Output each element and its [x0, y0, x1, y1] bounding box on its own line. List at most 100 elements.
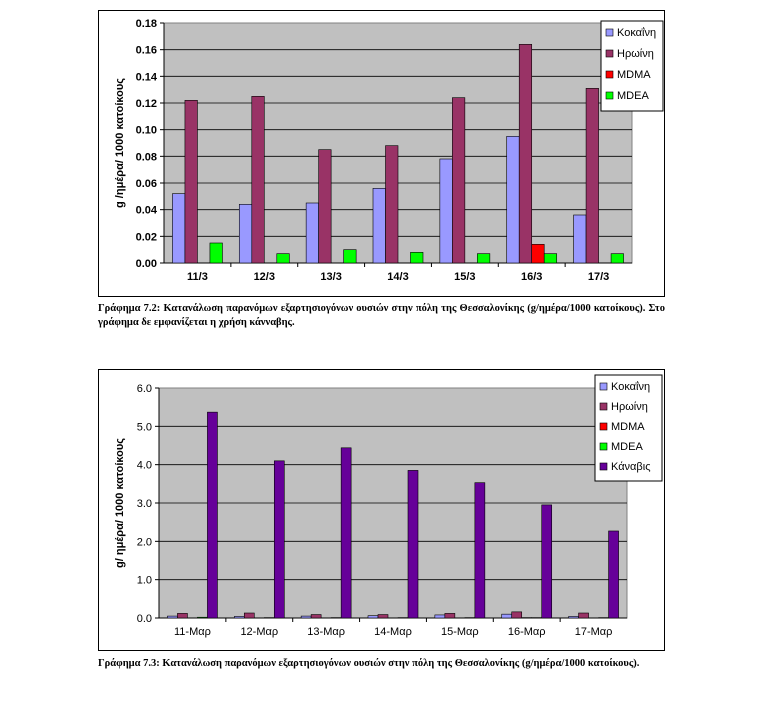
- bar: [209, 242, 223, 264]
- legend-label: Ηρωίνη: [611, 401, 648, 413]
- legend-label: Κάναβις: [611, 461, 651, 473]
- x-tick-label: 15-Μαρ: [441, 626, 479, 638]
- bar: [233, 616, 245, 619]
- legend-label: MDMA: [611, 421, 645, 433]
- y-axis-label: g /ημέρα/ 1000 κατοίκους: [114, 78, 126, 208]
- y-tick-label: 0.10: [136, 125, 157, 137]
- legend-label: MDMA: [617, 69, 651, 81]
- x-tick-label: 11/3: [187, 271, 208, 283]
- bar: [372, 188, 386, 264]
- caption-chart-1: Γράφημα 7.2: Κατανάλωση παρανόμων εξαρτη…: [98, 303, 665, 328]
- bar: [452, 97, 466, 264]
- x-tick-label: 15/3: [454, 271, 475, 283]
- bar: [251, 96, 265, 264]
- x-tick-label: 14-Μαρ: [374, 626, 412, 638]
- bar: [578, 612, 589, 619]
- bar: [276, 253, 290, 264]
- bar-chart-1: 0.00 0.02 0.04 0.06 0.08 0.10 0.12 0.14 0.16 0.18…: [114, 18, 664, 283]
- bar: [501, 613, 513, 619]
- x-tick-label: 12-Μαρ: [240, 626, 278, 638]
- y-tick-label: 4.0: [137, 460, 152, 472]
- bar: [243, 612, 255, 619]
- x-tick-label: 13-Μαρ: [307, 626, 345, 638]
- bar: [305, 202, 319, 264]
- bar: [177, 613, 188, 619]
- legend-swatch: [605, 49, 614, 58]
- y-tick-label: 0.02: [136, 231, 157, 243]
- bar: [407, 470, 419, 619]
- y-tick-label: 0.16: [136, 45, 157, 57]
- bar: [310, 614, 322, 619]
- bar: [506, 136, 520, 264]
- bar: [207, 411, 218, 619]
- x-tick-label: 13/3: [320, 271, 341, 283]
- bar: [474, 482, 486, 619]
- bar: [184, 100, 198, 264]
- y-tick-label: 0.06: [136, 178, 157, 190]
- x-tick-label: 12/3: [254, 271, 275, 283]
- bar: [385, 145, 399, 264]
- bar: [167, 615, 178, 619]
- y-tick-label: 0.12: [136, 98, 157, 110]
- bar: [608, 530, 619, 619]
- y-tick-label: 0.04: [136, 205, 158, 217]
- y-tick-label: 0.0: [137, 613, 152, 625]
- y-tick-label: 0.14: [136, 71, 158, 83]
- y-tick-label: 0.00: [136, 258, 157, 270]
- y-tick-label: 6.0: [137, 383, 152, 395]
- legend-swatch: [599, 462, 608, 471]
- bar: [410, 252, 424, 264]
- bar: [238, 204, 253, 264]
- x-tick-label: 17/3: [588, 271, 609, 283]
- bar: [543, 253, 558, 264]
- bar: [273, 460, 285, 619]
- bar: [300, 615, 312, 619]
- y-tick-label: 3.0: [137, 498, 152, 510]
- bar: [343, 249, 357, 264]
- legend-label: Κοκαΐνη: [611, 381, 650, 393]
- bar: [367, 615, 379, 619]
- x-tick-label: 17-Μαρ: [575, 626, 613, 638]
- legend-label: MDEA: [611, 441, 643, 453]
- y-axis-label: g/ ημέρα/ 1000 κατοίκους: [114, 438, 126, 568]
- legend-swatch: [605, 28, 614, 37]
- y-tick-label: 0.08: [136, 151, 157, 163]
- bar: [531, 244, 545, 264]
- bar: [573, 214, 587, 264]
- bar: [318, 149, 332, 264]
- bar-chart-2: 0.0 1.0 2.0 3.0 4.0 5.0 6.0 11-Μαρ 12-Μαρ 13-Μαρ 1…: [114, 374, 663, 638]
- bar: [511, 611, 523, 619]
- legend-label: Ηρωίνη: [617, 48, 654, 60]
- chart-frame-1: 0.00 0.02 0.04 0.06 0.08 0.10 0.12 0.14 0.16 0.18…: [98, 10, 665, 297]
- chart-frame-2: 0.0 1.0 2.0 3.0 4.0 5.0 6.0 11-Μαρ 12-Μαρ 13-Μαρ 1…: [98, 369, 665, 651]
- bar: [340, 447, 352, 619]
- bar: [172, 193, 186, 264]
- caption-chart-2: Γράφημα 7.3: Κατανάλωση παρανόμων εξαρτη…: [98, 658, 640, 669]
- y-tick-label: 1.0: [137, 575, 152, 587]
- bar: [585, 88, 599, 264]
- bar: [444, 613, 456, 619]
- y-tick-label: 0.18: [136, 18, 157, 30]
- y-tick-label: 2.0: [137, 536, 152, 548]
- x-tick-label: 16-Μαρ: [508, 626, 546, 638]
- bar: [541, 504, 553, 619]
- bar: [377, 614, 389, 619]
- legend-swatch: [599, 422, 608, 431]
- bar: [439, 158, 453, 264]
- legend-label: MDEA: [617, 90, 649, 102]
- legend-swatch: [605, 70, 614, 79]
- bar: [610, 253, 624, 264]
- bar: [197, 616, 208, 619]
- y-tick-label: 5.0: [137, 421, 152, 433]
- legend-swatch: [605, 91, 614, 100]
- legend-swatch: [599, 402, 608, 411]
- legend-label: Κοκαΐνη: [617, 27, 656, 39]
- bar: [434, 614, 446, 619]
- x-tick-label: 16/3: [521, 271, 542, 283]
- bar: [477, 253, 491, 264]
- x-tick-label: 14/3: [387, 271, 408, 283]
- legend-swatch: [599, 442, 608, 451]
- x-tick-label: 11-Μαρ: [174, 626, 211, 638]
- bar: [568, 616, 579, 619]
- bar: [518, 44, 533, 264]
